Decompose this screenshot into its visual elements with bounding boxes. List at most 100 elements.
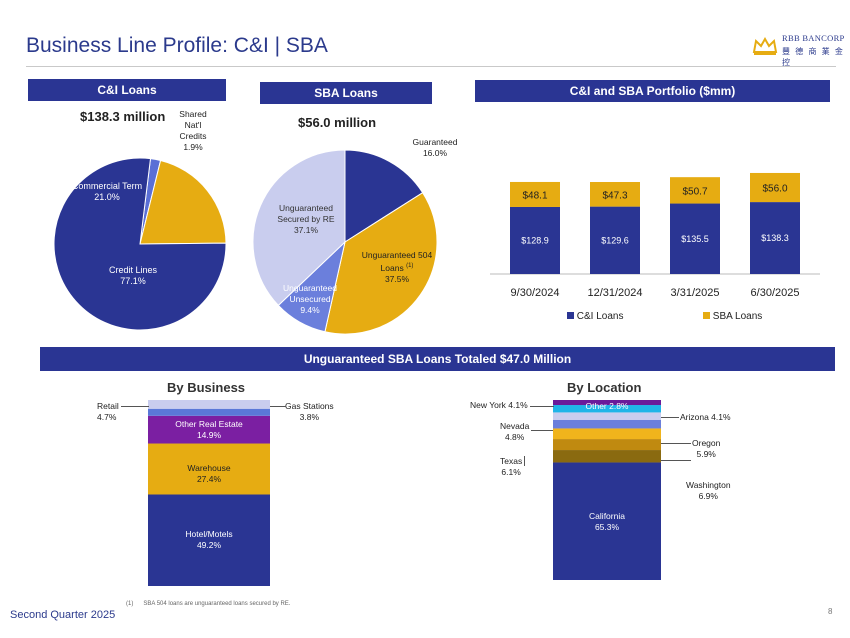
- bar-ci-label-1: $129.6: [601, 235, 629, 245]
- legend-sba-swatch: [703, 312, 710, 319]
- bar-sba-0: [510, 181, 560, 207]
- oregon-value: 5.9%: [696, 449, 716, 459]
- shared-value: 1.9%: [183, 142, 203, 152]
- newyork-label: New York 4.1%: [470, 400, 528, 410]
- bar-ci-1: [590, 206, 640, 274]
- commercial-term-value: 21.0%: [94, 192, 120, 202]
- ore-name: Other Real Estate: [175, 419, 243, 429]
- page-number: 8: [828, 607, 833, 616]
- portfolio-banner: C&I and SBA Portfolio ($mm): [475, 80, 830, 102]
- washington-label: Washington 6.9%: [686, 480, 731, 502]
- ore-label: Other Real Estate 14.9%: [148, 419, 270, 441]
- by-business-stacked-bar: [148, 400, 270, 586]
- hotel-value: 49.2%: [196, 540, 222, 550]
- location-segment-other: [553, 400, 661, 406]
- retail-leader: [121, 406, 149, 407]
- bar-sba-label-1: $47.3: [602, 190, 627, 201]
- logo-name: RBB BANCORP: [782, 33, 845, 43]
- secre-name-1: Unguaranteed: [279, 203, 333, 213]
- washington-leader: [661, 460, 691, 461]
- page-title: Business Line Profile: C&I | SBA: [26, 34, 328, 57]
- nevada-value: 4.8%: [504, 432, 525, 442]
- location-segment-california: [553, 462, 661, 580]
- title-divider: [26, 66, 836, 67]
- bar-sba-1: [590, 182, 640, 207]
- gas-name: Gas Stations: [285, 401, 334, 411]
- x-tick-2: 3/31/2025: [671, 287, 720, 299]
- bar-sba-2: [670, 177, 720, 204]
- nevada-name: Nevada: [500, 421, 530, 431]
- commercial-term-name: Commercial Term: [71, 181, 143, 191]
- business-segment-hotel-motels: [148, 494, 270, 586]
- u504-name-1: Unguaranteed 504: [361, 250, 433, 260]
- sba-label-504: Unguaranteed 504 Loans (1) 37.5%: [352, 250, 442, 285]
- california-name: California: [589, 511, 625, 521]
- arizona-leader: [661, 417, 679, 418]
- footnote-mark: (1): [126, 601, 134, 607]
- sba-label-secured-re: Unguaranteed Secured by RE 37.1%: [266, 203, 346, 236]
- guaranteed-value: 16.0%: [422, 148, 448, 158]
- unsec-name-1: Unguaranteed: [283, 283, 337, 293]
- location-segment-texas: [553, 439, 661, 451]
- business-segment-other-real-estate: [148, 415, 270, 444]
- oregon-leader: [661, 443, 691, 444]
- x-tick-3: 6/30/2025: [751, 287, 800, 299]
- gas-leader: [270, 406, 286, 407]
- gas-label: Gas Stations 3.8%: [285, 401, 334, 423]
- sba-slice-unguaranteed-504-loans: [324, 192, 438, 335]
- legend-ci-swatch: [567, 312, 574, 319]
- business-segment-gas-stations: [148, 408, 270, 416]
- retail-value: 4.7%: [97, 412, 117, 422]
- bar-ci-3: [750, 202, 800, 274]
- bar-sba-label-3: $56.0: [762, 184, 787, 195]
- portfolio-bar-chart: $128.9 $48.1 9/30/2024 $129.6 $47.3 12/31/202…: [490, 172, 820, 299]
- guaranteed-name: Guaranteed: [412, 137, 458, 147]
- retail-name: Retail: [97, 401, 119, 411]
- bar-ci-label-3: $138.3: [761, 233, 789, 243]
- sba-loans-banner: SBA Loans: [260, 82, 432, 104]
- x-tick-0: 9/30/2024: [511, 287, 560, 299]
- credit-lines-value: 77.1%: [120, 276, 146, 286]
- unsec-name-2: Unsecured: [289, 294, 331, 304]
- warehouse-label: Warehouse 27.4%: [148, 463, 270, 485]
- sba-slice-guaranteed: [344, 149, 424, 243]
- texas-name: Texas: [500, 456, 523, 466]
- oregon-name: Oregon: [692, 438, 721, 448]
- location-segment-nevada: [553, 419, 661, 429]
- crown-logo-icon: [752, 36, 778, 55]
- location-segment-new-york: [553, 405, 661, 413]
- texas-value: 6.1%: [501, 467, 521, 477]
- ci-loans-banner: C&I Loans: [28, 79, 226, 101]
- hotel-name: Hotel/Motels: [185, 529, 233, 539]
- sba-label-guaranteed: Guaranteed 16.0%: [400, 137, 470, 159]
- gas-value: 3.8%: [299, 412, 320, 422]
- x-tick-1: 12/31/2024: [587, 287, 642, 299]
- bar-ci-2: [670, 203, 720, 274]
- california-value: 65.3%: [594, 522, 620, 532]
- legend-sba: SBA Loans: [703, 311, 762, 322]
- footnote: (1) SBA 504 loans are unguaranteed loans…: [126, 601, 290, 607]
- nevada-leader: [531, 430, 553, 431]
- sba-loans-pie-chart: [252, 149, 438, 335]
- ci-slice-credit-lines: [53, 158, 227, 331]
- washington-value: 6.9%: [698, 491, 718, 501]
- legend-ci: C&I Loans: [567, 311, 623, 322]
- credit-lines-name: Credit Lines: [108, 265, 158, 275]
- ore-value: 14.9%: [196, 430, 222, 440]
- shared-name-2: Nat'l: [184, 120, 202, 130]
- logo-subname: 豐 德 商 業 金 控: [782, 47, 845, 67]
- u504-value: 37.5%: [384, 273, 410, 284]
- other-label: Other 2.8%: [585, 401, 629, 411]
- bar-ci-0: [510, 206, 560, 274]
- by-location-stacked-bar: [553, 400, 661, 580]
- sba-slice-unguaranteed-secured-by-re: [252, 149, 346, 307]
- retail-label: Retail 4.7%: [97, 401, 119, 423]
- bar-ci-label-0: $128.9: [521, 235, 549, 245]
- secre-value: 37.1%: [293, 225, 319, 235]
- ci-label-shared: Shared Nat'l Credits 1.9%: [168, 109, 218, 153]
- sba-label-unsecured: Unguaranteed Unsecured 9.4%: [274, 283, 346, 316]
- business-segment-retail: [148, 400, 270, 409]
- location-segment-arizona: [553, 412, 661, 420]
- location-segment-washington: [553, 450, 661, 463]
- shared-name-3: Credits: [179, 131, 207, 141]
